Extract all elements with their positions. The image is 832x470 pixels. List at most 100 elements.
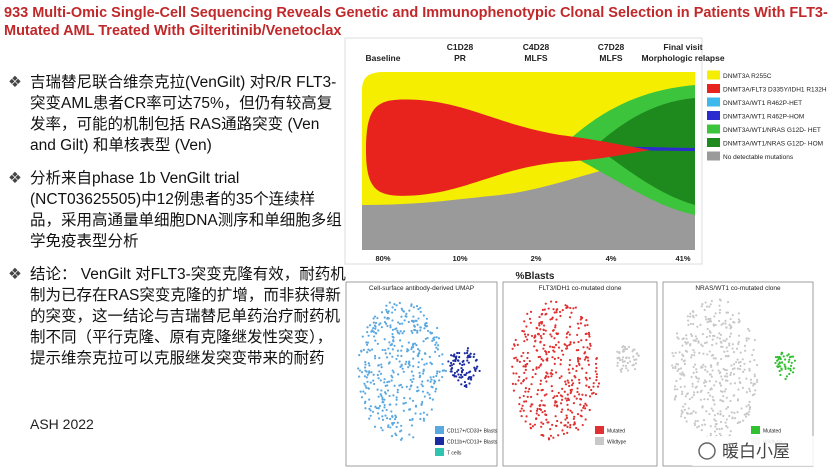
umap-dot [422,368,425,371]
umap-dot [522,351,525,355]
umap-dot [373,425,377,428]
umap-dot [714,425,717,428]
umap-dot [478,369,481,373]
umap-dot [556,308,559,311]
umap-dot [708,394,712,397]
umap-dot [587,359,590,362]
umap-dot [577,428,580,431]
umap-dot [521,329,524,333]
watermark-text: 暖白小屋 [722,442,790,461]
umap-dot [391,355,394,358]
umap-dot [781,351,784,354]
umap-dot [745,377,748,380]
umap-dot [744,415,748,418]
umap-dot [736,410,739,414]
umap-dot [533,423,536,426]
umap-dot [380,389,383,392]
umap-dot [372,379,375,382]
umap-dot [719,333,723,336]
umap-dot [547,307,550,310]
umap-dot [692,348,695,352]
umap-dot [524,420,527,423]
umap-dot [549,372,552,375]
umap-dot [465,384,468,387]
umap-dot [526,395,529,398]
umap-dot [685,334,688,337]
umap-dot [402,402,405,405]
umap-dot [531,425,535,428]
umap-dot [733,411,736,415]
umap-dot [523,333,527,336]
umap-dot [684,402,687,406]
umap-dot [725,407,728,410]
umap-dot [474,369,477,373]
umap-dot [690,375,693,379]
umap-dot [731,347,734,350]
umap-dot [541,312,544,316]
umap-dot [716,363,719,366]
umap-dot [441,353,444,356]
umap-dot [568,371,571,374]
umap-frame [345,281,498,467]
umap-dot [557,391,560,394]
umap-dot [401,309,404,312]
umap-dot [424,322,427,325]
umap-dot [523,400,526,403]
umap-dot [562,353,565,356]
umap-dot [429,332,432,335]
umap-dot [705,335,708,339]
umap-dot [436,326,439,330]
umap-dot [397,321,400,324]
umap-dot [384,352,387,355]
umap-dot [399,339,402,342]
umap-legend-swatch [435,437,444,445]
umap-dot [408,418,412,422]
umap-dot [376,373,379,377]
umap-dot [453,375,456,378]
umap-dot [693,354,696,357]
umap-dot [400,307,403,310]
umap-dot [545,358,548,361]
umap-dot [408,309,411,312]
umap-dot [360,371,364,374]
umap-dot [389,426,392,429]
umap-dot [372,321,375,324]
umap-dot [372,373,375,376]
umap-dot [360,396,364,399]
umap-dot [402,370,405,373]
umap-dot [398,430,402,433]
legend-swatch [707,151,720,161]
umap-dot [554,424,558,427]
umap-dot [706,398,709,401]
umap-dot [700,305,703,308]
umap-dot [588,377,591,380]
umap-dot [566,393,569,396]
umap-dot [358,369,362,372]
umap-dot [564,424,567,427]
umap-dot [745,405,748,408]
umap-dot [621,360,625,363]
umap-dot [588,335,591,338]
umap-dot [710,407,713,410]
umap-dot [753,375,756,378]
umap-dot [673,398,676,401]
umap-dot [556,332,560,335]
umap-dot [737,398,740,401]
umap-dot [591,392,594,395]
umap-dot [633,368,637,371]
umap-dot [565,336,568,339]
umap-dot [458,362,462,365]
umap-dot [379,393,382,396]
umap-dot [787,367,790,370]
umap-dot [683,416,687,419]
umap-dot [625,347,629,351]
umap-dot [388,361,391,364]
umap-dot [472,374,475,377]
umap-dot [364,360,367,364]
umap-dot [725,424,728,428]
umap-dot [570,390,573,393]
umap-legend-label: CD117+/CD33+ Blasts [447,429,498,435]
umap-legend-label: T cells [447,451,462,457]
umap-dot [423,363,426,366]
umap-dot [706,321,709,324]
